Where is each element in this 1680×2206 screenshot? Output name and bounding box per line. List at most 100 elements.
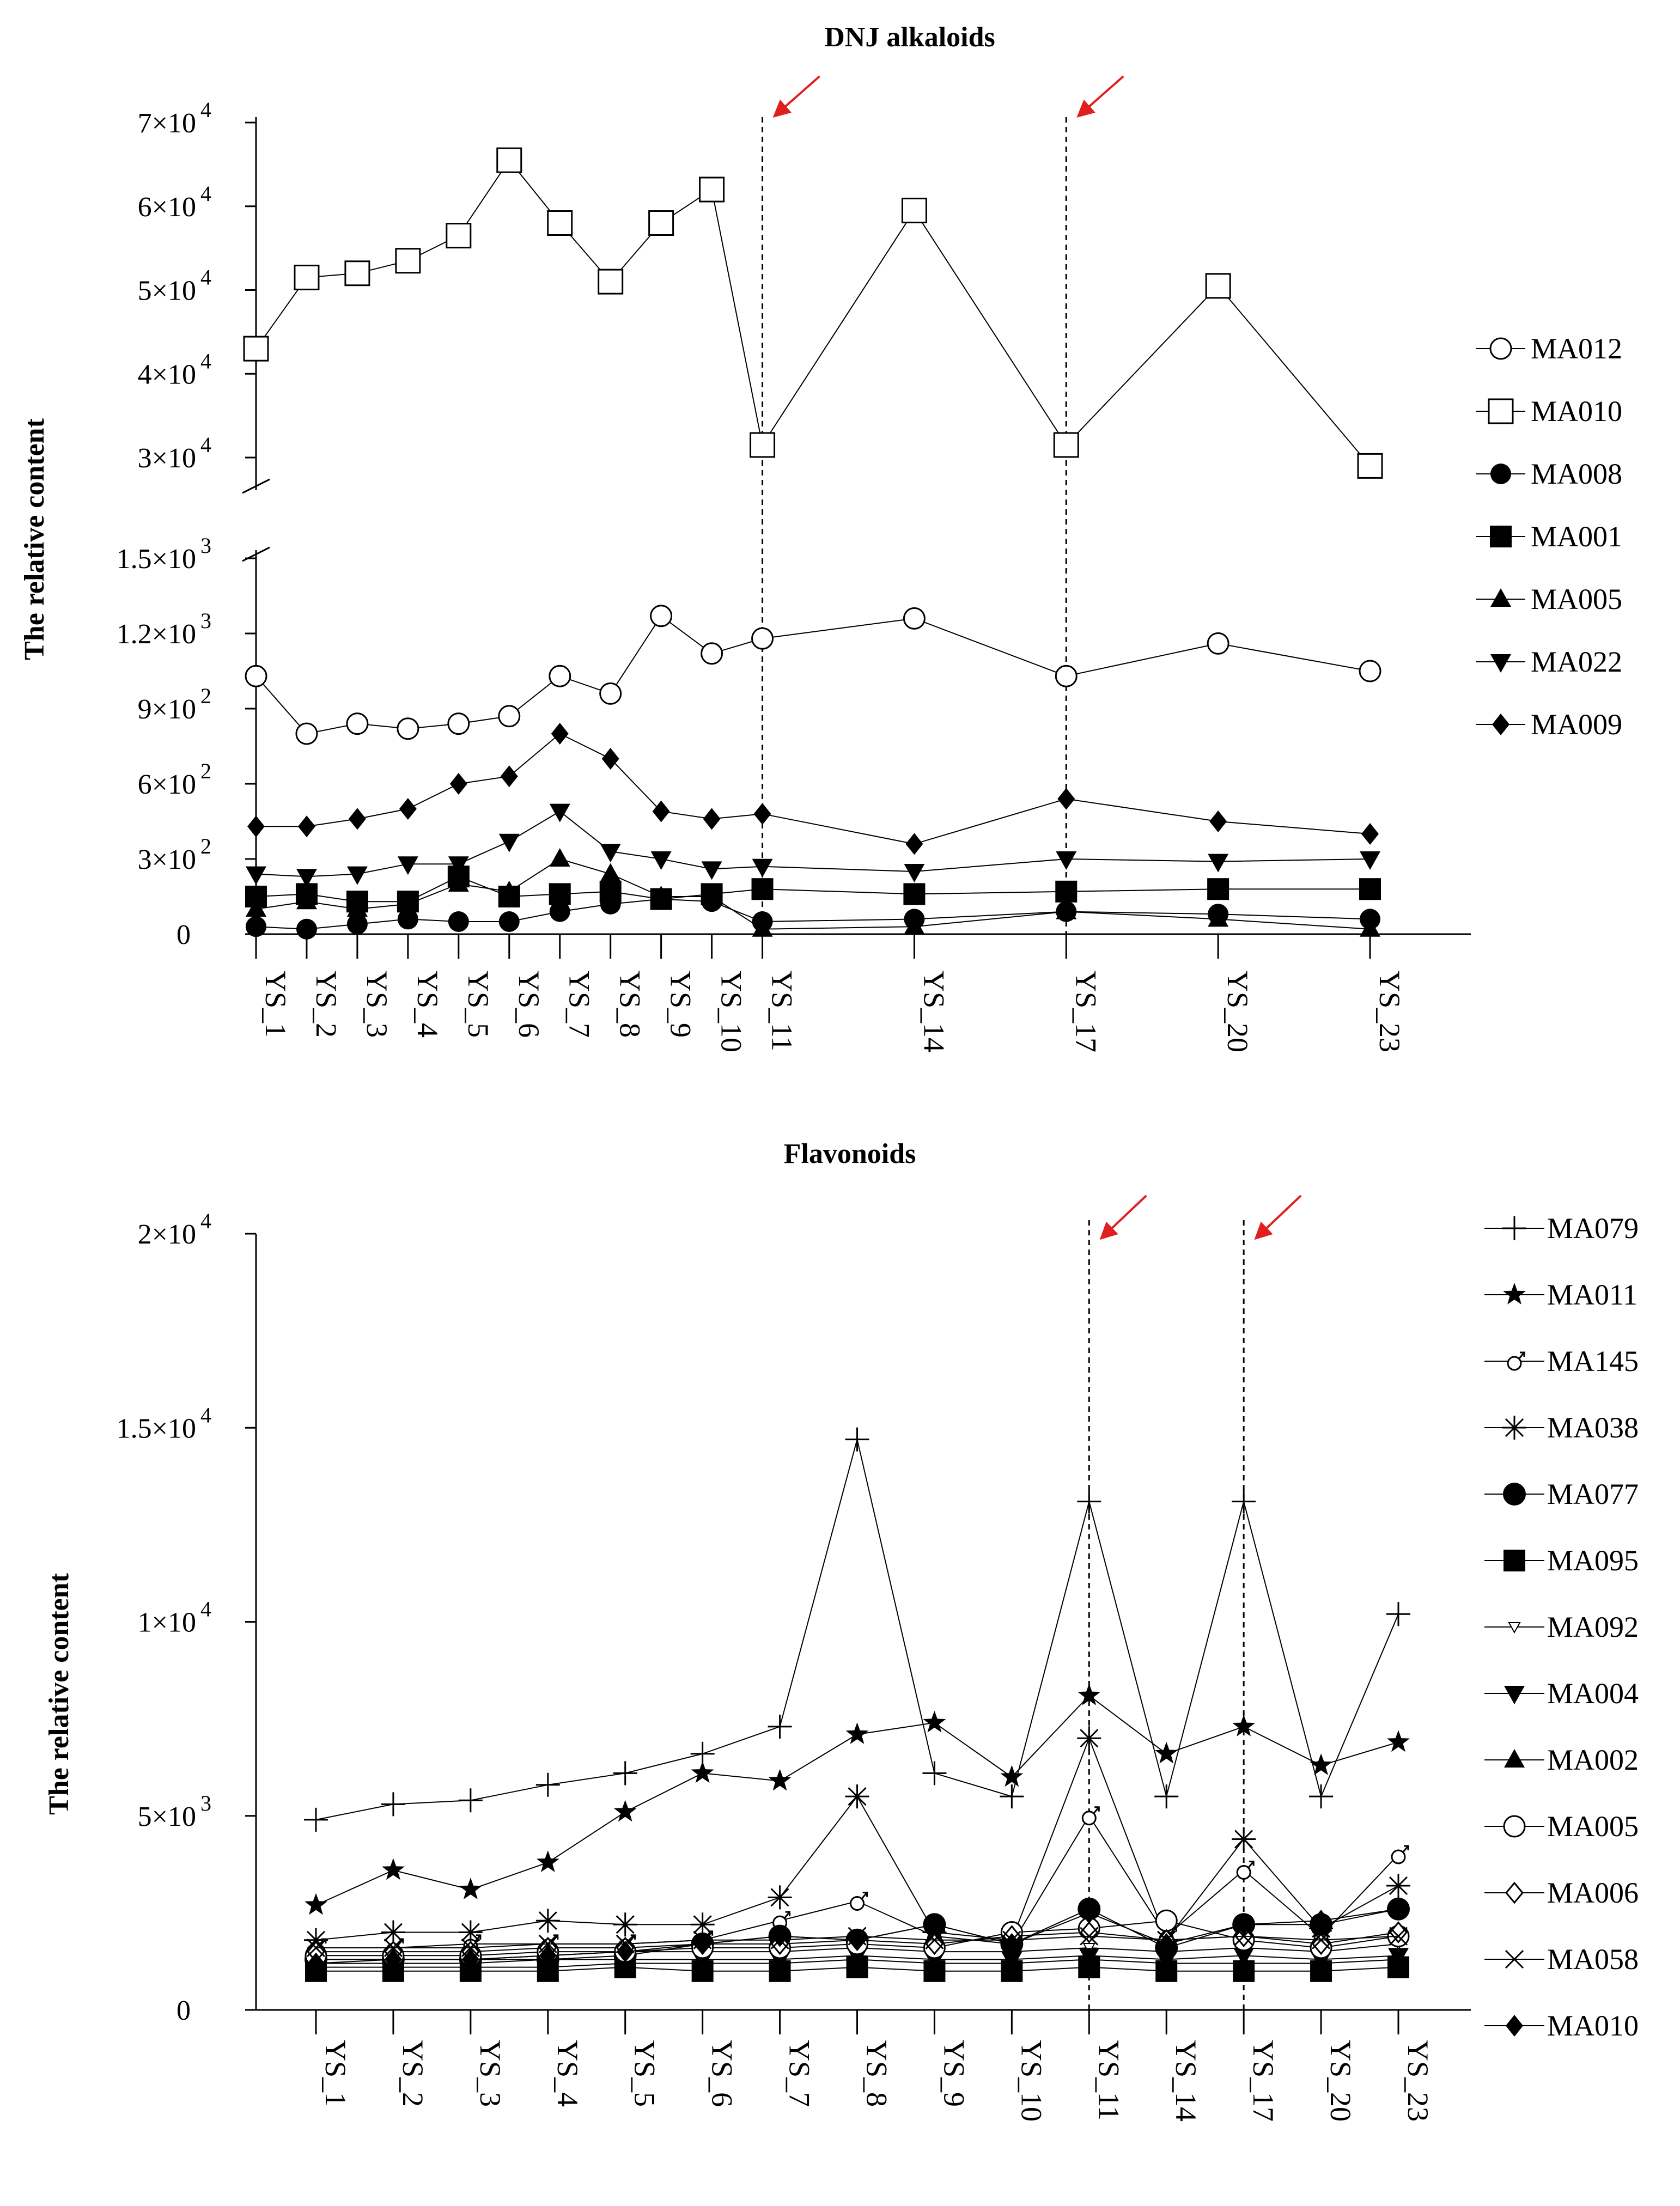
- chart1-data-point: [1209, 811, 1227, 832]
- chart1-legend-label: MA012: [1531, 332, 1622, 365]
- chart1-data-point: [246, 898, 266, 917]
- chart2-data-point: [382, 1858, 405, 1880]
- chart2-data-point: [1232, 1827, 1256, 1851]
- chart2-x-ticks: YS_1 YS_2 YS_3 YS_4 YS_5 YS_6 YS_7 YS_8 YS_9 YS_1…: [315, 2010, 1434, 2122]
- chart2-legend-item: MA058: [1484, 1943, 1639, 1976]
- chart2-data-point: [1080, 1902, 1098, 1924]
- chart2-y-tick-label: 5×10: [138, 1801, 196, 1832]
- chart2-data-point: [1310, 1753, 1332, 1775]
- chart2-x-tick-label: YS_23: [1402, 2040, 1434, 2122]
- chart2-data-point: [848, 1929, 866, 1951]
- chart2-data-point: [1386, 1602, 1410, 1626]
- chart1-data-point: [901, 197, 927, 223]
- chart1-y-tick-label: 5×10: [138, 276, 196, 307]
- chart1-data-point: [348, 808, 366, 830]
- chart1-x-tick-label: YS_2: [310, 971, 343, 1038]
- chart1-legend: MA012 MA010 MA008 MA001 MA005 MA022 MA009: [1476, 332, 1622, 741]
- chart1-data-point: [397, 717, 419, 740]
- chart1-x-tick-label: YS_20: [1221, 971, 1254, 1052]
- chart1-legend-marker: [1490, 654, 1511, 673]
- chart1-legend-item: MA012: [1476, 332, 1622, 365]
- chart2-y-tick-label: 1×10: [138, 1607, 196, 1638]
- chart2-legend-marker: [1506, 2015, 1523, 2037]
- chart1-series-ma009: [247, 723, 1379, 855]
- chart2-data-point: [768, 1769, 792, 1791]
- chart2-x-tick-label: YS_11: [1092, 2040, 1125, 2120]
- chart1-legend-label: MA001: [1531, 520, 1622, 553]
- chart2-data-point: [1235, 1914, 1253, 1936]
- chart1-data-point: [650, 886, 672, 904]
- chart1-legend-label: MA010: [1531, 395, 1622, 428]
- chart2-legend-item: MA010: [1484, 2009, 1639, 2042]
- chart1-data-point: [1359, 878, 1381, 900]
- chart1-y-tick-label: 1.5×10: [117, 544, 196, 575]
- chart1-y-tick-label-exponent: 2: [200, 759, 211, 783]
- chart2-legend-marker: [1504, 1749, 1525, 1768]
- chart2-legend-label: MA038: [1547, 1411, 1639, 1444]
- chart2-series-ma038: [304, 1726, 1410, 1952]
- chart2-y-axis-label: The relative content: [44, 1573, 75, 1815]
- chart1-data-point: [498, 705, 521, 728]
- chart1-data-point: [395, 248, 421, 274]
- chart1-data-point: [246, 916, 266, 937]
- chart2-x-tick-label: YS_7: [783, 2040, 816, 2107]
- chart1-data-point: [295, 722, 318, 745]
- chart1-data-point: [447, 712, 470, 735]
- chart1-y-tick-label-exponent: 2: [200, 684, 211, 708]
- chart2-legend-marker: [1502, 1216, 1526, 1240]
- chart2-x-tick-label: YS_1: [319, 2040, 352, 2107]
- chart1-x-tick-label: YS_17: [1069, 971, 1102, 1052]
- chart1-data-point: [1207, 632, 1229, 655]
- chart2-legend-item: MA077: [1484, 1478, 1639, 1510]
- chart1-data-point: [448, 873, 469, 892]
- chart1-y-tick-label: 6×10: [138, 192, 196, 223]
- chart2-data-point: [307, 1952, 325, 1975]
- chart2-legend-marker: [1508, 1622, 1521, 1634]
- chart2-legend-label: MA095: [1547, 1544, 1639, 1577]
- chart1-data-point: [397, 893, 418, 912]
- chart1-x-tick-label: YS_3: [361, 971, 393, 1038]
- chart2-data-point: [845, 1722, 869, 1744]
- chart1-data-point: [601, 748, 619, 770]
- chart1-data-point: [296, 869, 317, 888]
- chart2-x-tick-label: YS_10: [1015, 2040, 1048, 2122]
- chart1-series-line: [255, 159, 1371, 467]
- chart2-data-point: [690, 1912, 715, 1937]
- chart1-data-point: [399, 798, 417, 820]
- chart1-axis-break-mark: [242, 478, 270, 494]
- chart2-data-point: [1386, 1874, 1410, 1898]
- chart1-red-arrow: [772, 75, 820, 118]
- chart1-series-ma022: [246, 803, 1380, 888]
- chart2-x-tick-label: YS_6: [706, 2040, 739, 2107]
- chart2-legend-label: MA002: [1547, 1744, 1639, 1776]
- chart1-data-point: [296, 918, 317, 940]
- chart1-data-point: [346, 898, 368, 917]
- chart2-data-point: [1312, 1910, 1330, 1932]
- chart1-data-point: [701, 861, 722, 880]
- chart1-x-tick-label: YS_5: [462, 971, 495, 1038]
- chart2-data-point: [1391, 1845, 1409, 1864]
- chart1-data-point: [1055, 880, 1078, 903]
- chart1-data-point: [703, 808, 721, 830]
- chart1-data-point: [500, 765, 518, 788]
- chart1-legend-item: MA005: [1476, 583, 1622, 616]
- chart1-series-ma010: [243, 147, 1383, 479]
- chart1-x-tick-label: YS_11: [766, 971, 799, 1051]
- chart1-data-point: [246, 866, 266, 885]
- chart2-series-ma011: [305, 1683, 1410, 1915]
- chart2-data-point: [923, 1710, 946, 1733]
- chart1-legend-item: MA001: [1476, 520, 1622, 553]
- chart2-legend-label: MA004: [1547, 1677, 1639, 1710]
- chart1-y-tick-label-exponent: 4: [200, 349, 211, 373]
- chart2-data-point: [922, 1761, 947, 1785]
- chart1-series-ma005: [246, 848, 1380, 937]
- chart1-data-point: [397, 856, 418, 875]
- chart2-data-point: [535, 1772, 560, 1797]
- chart1-x-tick-label: YS_14: [917, 971, 950, 1052]
- chart2-series-ma010: [307, 1898, 1407, 1975]
- chart1-data-point: [346, 712, 369, 735]
- chart2-legend-label: MA145: [1547, 1345, 1639, 1378]
- chart2-data-point: [535, 1909, 560, 1933]
- chart1-data-point: [1056, 851, 1077, 870]
- chart2-legend-item: MA079: [1484, 1212, 1639, 1245]
